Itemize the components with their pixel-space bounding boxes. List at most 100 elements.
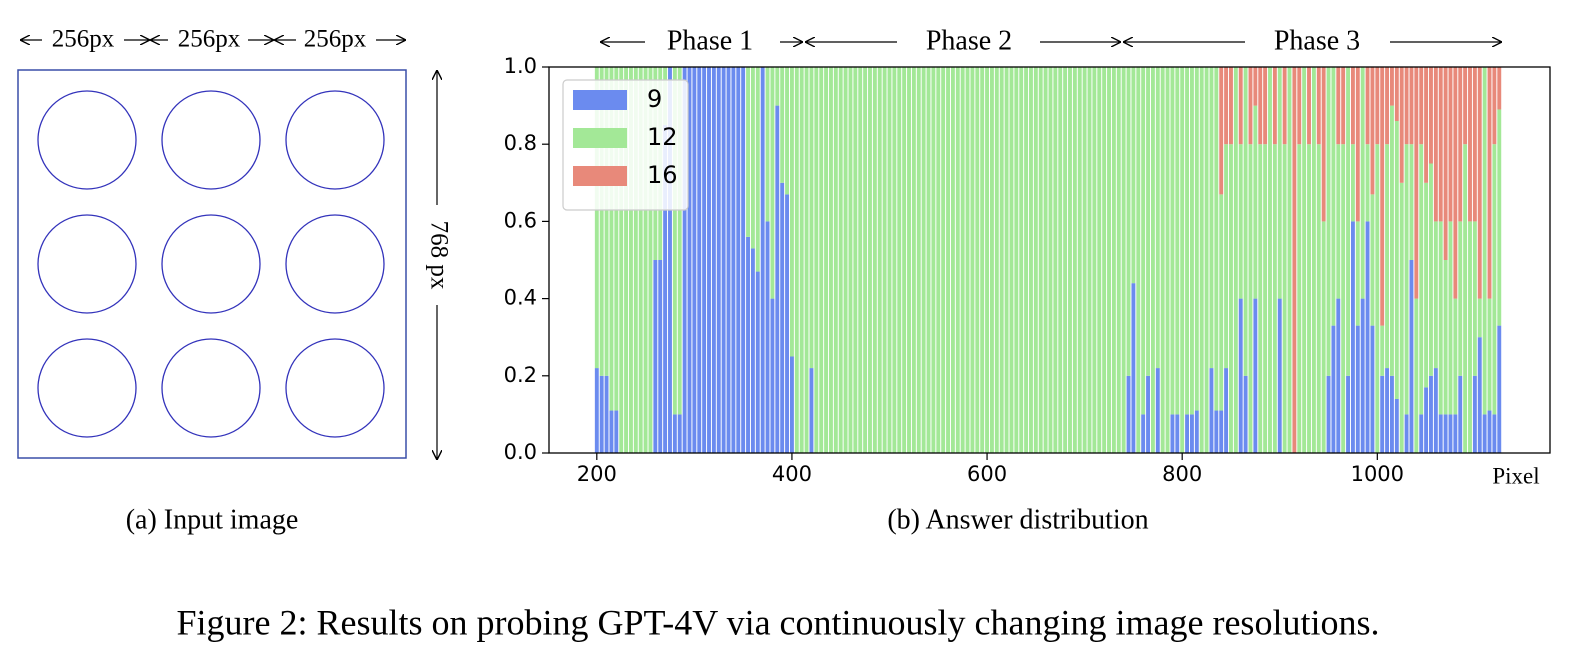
bar-segment — [1189, 414, 1194, 453]
bar-segment — [1224, 144, 1229, 369]
bar-segment — [1394, 398, 1399, 453]
bar-segment — [609, 410, 614, 453]
bar-segment — [931, 67, 936, 453]
bar-segment — [765, 67, 770, 222]
bar-segment — [1199, 67, 1204, 453]
bar-segment — [1087, 67, 1092, 453]
bar-segment — [1355, 221, 1360, 326]
bar-segment — [1311, 67, 1316, 453]
bar-segment — [726, 67, 731, 453]
bar-segment — [892, 67, 897, 453]
bar-segment — [1272, 144, 1277, 453]
bar-segment — [1038, 67, 1043, 453]
bar-segment — [1380, 67, 1385, 326]
bar-segment — [1253, 298, 1258, 453]
bar-segment — [1316, 144, 1321, 453]
x-tick-label: 200 — [577, 462, 617, 486]
bar-segment — [687, 67, 692, 453]
bar-segment — [789, 67, 794, 357]
bar-segment — [1419, 414, 1424, 453]
bar-segment — [804, 67, 809, 453]
bar-segment — [1272, 67, 1277, 145]
bar-segment — [1394, 121, 1399, 399]
bar-segment — [1370, 194, 1375, 326]
bar-segment — [707, 67, 711, 453]
bar-segment — [1443, 260, 1448, 415]
x-axis-label: Pixel — [1492, 463, 1539, 488]
x-tick-label: 600 — [967, 462, 1007, 486]
bar-segment — [863, 67, 868, 453]
bar-segment — [1004, 67, 1009, 453]
bar-segment — [633, 67, 638, 453]
bar-segment — [1297, 67, 1302, 145]
bar-segment — [1365, 144, 1370, 222]
bar-segment — [1385, 368, 1390, 453]
y-tick-label: 0.4 — [504, 286, 537, 310]
bar-segment — [1472, 375, 1477, 453]
bar-segment — [1429, 375, 1433, 453]
bar-segment — [1399, 182, 1404, 454]
bar-segment — [765, 221, 770, 453]
bar-segment — [1209, 67, 1214, 369]
bar-segment — [887, 67, 892, 453]
bar-segment — [999, 67, 1004, 453]
bar-segment — [1155, 67, 1160, 369]
bar-segment — [1155, 368, 1160, 453]
bar-segment — [1448, 67, 1453, 222]
bar-segment — [921, 67, 926, 453]
bar-segment — [950, 67, 955, 453]
bar-segment — [1058, 67, 1063, 453]
bar-segment — [702, 67, 707, 453]
bar-segment — [1321, 221, 1326, 453]
bar-segment — [1033, 67, 1038, 453]
bar-segment — [672, 414, 677, 453]
bar-segment — [1336, 67, 1341, 145]
bar-segment — [1380, 375, 1385, 453]
bar-segment — [746, 236, 750, 453]
x-tick-label: 400 — [772, 462, 812, 486]
bar-segment — [1497, 325, 1502, 453]
bar-segment — [711, 67, 716, 453]
bar-segment — [1224, 67, 1229, 145]
bar-segment — [1204, 67, 1209, 453]
bar-segment — [1316, 67, 1321, 145]
bar-segment — [760, 67, 765, 453]
bar-segment — [1487, 67, 1492, 299]
bar-segment — [668, 67, 672, 453]
bar-segment — [1458, 221, 1463, 376]
bar-segment — [955, 67, 960, 453]
bar-segment — [1024, 67, 1029, 453]
bar-segment — [1053, 67, 1058, 453]
bar-segment — [824, 67, 829, 453]
bar-segment — [1414, 67, 1419, 299]
bar-segment — [848, 67, 853, 453]
bar-segment — [1380, 325, 1385, 376]
x-tick-label: 1000 — [1351, 462, 1404, 486]
bar-segment — [1048, 67, 1053, 453]
bar-segment — [946, 67, 950, 453]
bar-segment — [1472, 221, 1477, 376]
bar-segment — [1238, 298, 1243, 453]
bar-segment — [1404, 67, 1409, 145]
bar-segment — [1404, 414, 1409, 453]
bar-segment — [1433, 221, 1438, 369]
bar-segment — [599, 67, 604, 376]
bar-segment — [1268, 67, 1272, 453]
bar-segment — [746, 67, 750, 237]
bar-segment — [1370, 67, 1375, 195]
bar-segment — [770, 67, 775, 299]
bar-segment — [1175, 67, 1180, 415]
bar-segment — [1307, 67, 1311, 145]
bar-segment — [1389, 375, 1394, 453]
bar-segment — [1209, 368, 1214, 453]
y-tick-label: 0.8 — [504, 131, 537, 155]
bar-segment — [1238, 144, 1243, 299]
bar-segment — [1419, 144, 1424, 415]
bar-segment — [1063, 67, 1068, 453]
bar-segment — [1482, 414, 1487, 453]
bar-segment — [1477, 337, 1482, 453]
bar-segment — [1463, 67, 1468, 145]
bar-segment — [1438, 221, 1443, 415]
bar-segment — [1472, 67, 1477, 222]
bar-segment — [809, 67, 814, 369]
